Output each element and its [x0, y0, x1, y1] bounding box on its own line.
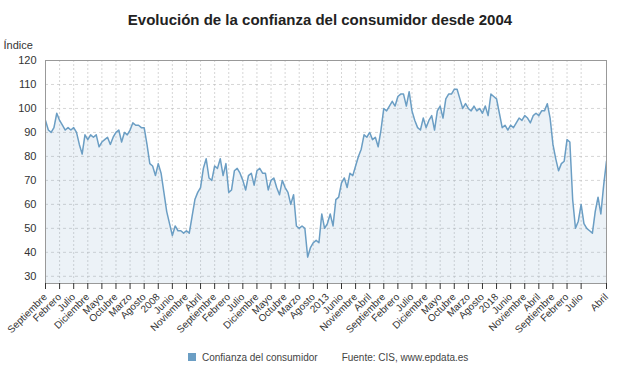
svg-text:2013: 2013: [307, 291, 332, 315]
svg-text:2008: 2008: [138, 291, 162, 315]
svg-text:Noviembre: Noviembre: [148, 291, 191, 334]
svg-text:Mayo: Mayo: [80, 291, 106, 317]
svg-text:Febrero: Febrero: [538, 291, 571, 324]
svg-text:Julio: Julio: [562, 291, 585, 314]
svg-text:Mayo: Mayo: [418, 291, 444, 317]
svg-text:Junio: Junio: [489, 291, 515, 316]
svg-text:Diciembre: Diciembre: [221, 291, 261, 331]
svg-text:2018: 2018: [476, 291, 501, 315]
html-text:Evolución de la confianza del: Evolución de la confianza del consumidor…: [127, 11, 513, 28]
svg-text:Agosto: Agosto: [118, 291, 148, 321]
svg-text:Febrero: Febrero: [199, 291, 233, 324]
svg-text:Marzo: Marzo: [275, 291, 303, 319]
svg-text:Septiembre: Septiembre: [512, 291, 557, 336]
svg-text:Noviembre: Noviembre: [486, 291, 529, 334]
svg-text:Abril: Abril: [351, 291, 374, 314]
svg-text:Septiembre: Septiembre: [174, 291, 219, 336]
svg-text:120: 120: [18, 54, 36, 66]
svg-text:Febrero: Febrero: [369, 291, 402, 324]
svg-text:60: 60: [24, 198, 36, 210]
svg-text:Abril: Abril: [588, 291, 610, 313]
svg-text:80: 80: [24, 150, 36, 162]
html-text:Fuente: CIS, www.epdata.es: Fuente: CIS, www.epdata.es: [341, 351, 469, 363]
svg-text:50: 50: [24, 222, 36, 234]
html-text:Confianza del consumidor: Confianza del consumidor: [202, 351, 318, 363]
svg-text:40: 40: [24, 246, 36, 258]
svg-text:Octubre: Octubre: [425, 291, 458, 325]
svg-text:Abril: Abril: [182, 291, 205, 314]
svg-text:Febrero: Febrero: [30, 291, 64, 324]
svg-text:Junio: Junio: [320, 291, 346, 316]
svg-text:Septiembre: Septiembre: [5, 291, 50, 336]
svg-text:Agosto: Agosto: [456, 291, 487, 321]
svg-text:100: 100: [18, 102, 36, 114]
svg-text:Diciembre: Diciembre: [390, 291, 430, 331]
svg-text:30: 30: [24, 270, 36, 282]
svg-text:Julio: Julio: [224, 291, 247, 314]
svg-text:Octubre: Octubre: [86, 291, 120, 325]
svg-text:Agosto: Agosto: [287, 291, 317, 321]
svg-text:Octubre: Octubre: [255, 291, 289, 325]
svg-text:Julio: Julio: [55, 291, 78, 314]
svg-text:Septiembre: Septiembre: [343, 291, 388, 336]
svg-text:Julio: Julio: [393, 291, 416, 314]
svg-text:Junio: Junio: [151, 291, 176, 316]
svg-text:110: 110: [19, 78, 37, 90]
svg-text:90: 90: [24, 126, 36, 138]
svg-text:Marzo: Marzo: [444, 291, 472, 319]
svg-text:Abril: Abril: [520, 291, 543, 314]
svg-text:70: 70: [24, 174, 36, 186]
svg-text:Mayo: Mayo: [249, 291, 275, 317]
svg-text:Marzo: Marzo: [106, 291, 134, 319]
svg-text:Índice: Índice: [4, 39, 33, 51]
svg-text:Noviembre: Noviembre: [317, 291, 360, 334]
svg-text:Diciembre: Diciembre: [51, 291, 92, 331]
